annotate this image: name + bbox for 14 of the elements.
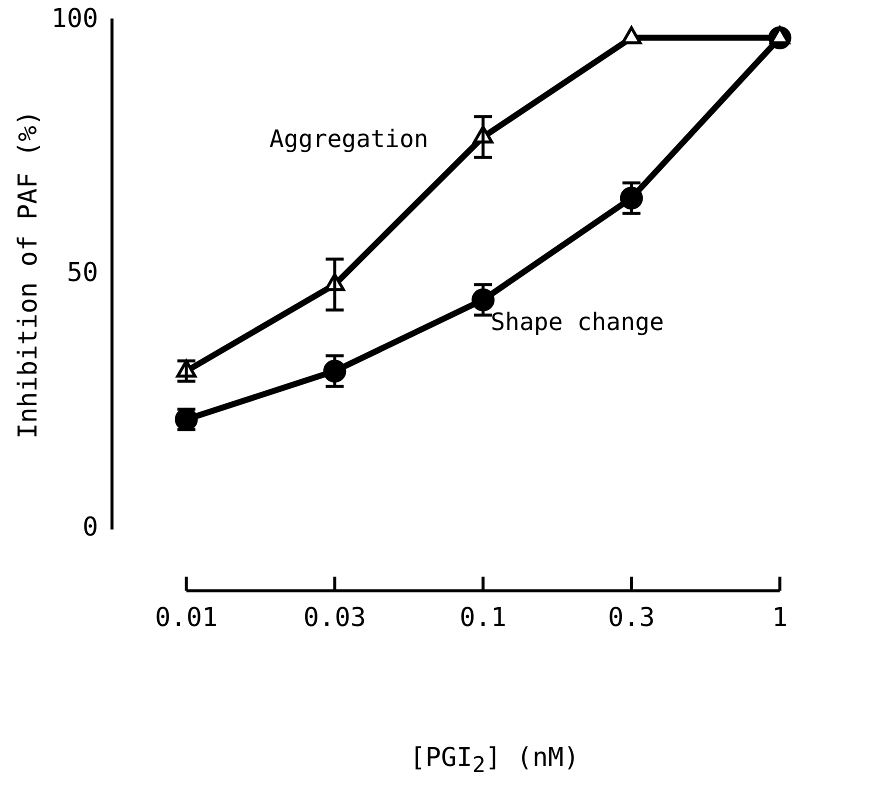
x-tick-label: 1: [772, 603, 788, 634]
x-tick-label: 0.3: [608, 603, 655, 634]
y-tick-label: 50: [66, 258, 98, 288]
y-tick-label: 100: [51, 4, 98, 34]
point: [770, 26, 790, 44]
x-tick-label: 0.01: [155, 603, 218, 634]
point: [621, 26, 642, 44]
y-axis-title: Inhibition of PAF (%): [13, 110, 44, 439]
series-label: Shape change: [490, 308, 664, 336]
y-tick-label: 0: [82, 512, 98, 543]
series-label: Aggregation: [269, 125, 428, 154]
x-tick-label: 0.1: [460, 603, 507, 634]
x-axis-title: [PGI$_{2}$] (nM): [408, 742, 580, 778]
x-tick-label: 0.03: [303, 603, 366, 634]
